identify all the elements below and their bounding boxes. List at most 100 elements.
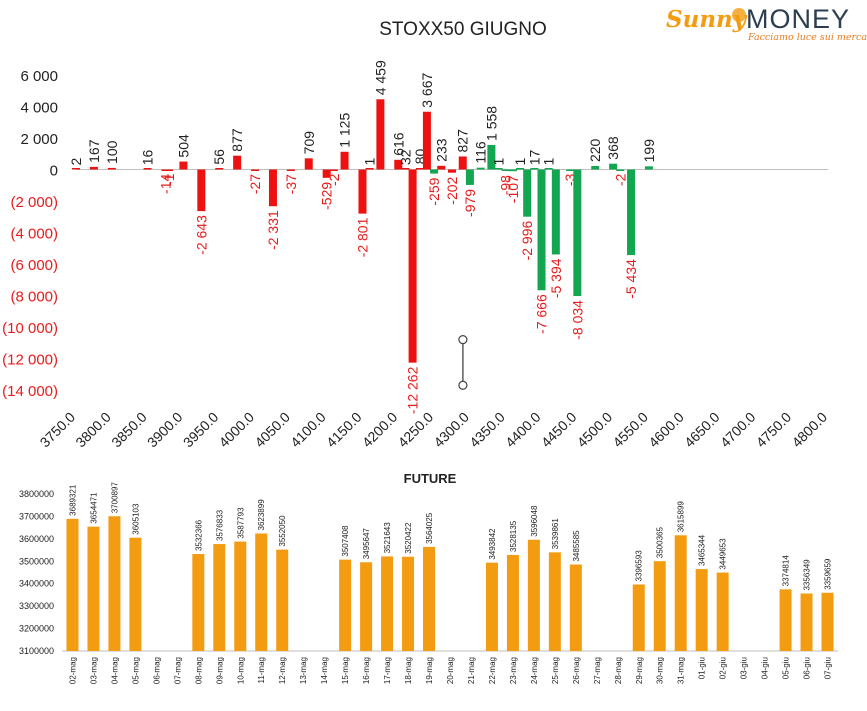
future-bar — [108, 516, 121, 651]
x-tick-label: 4600.0 — [645, 409, 687, 451]
y-tick-label: (6 000) — [10, 257, 58, 274]
future-x-tick-label: 07-giu — [824, 657, 833, 679]
bar — [448, 169, 456, 173]
future-data-label: 3495647 — [362, 528, 371, 560]
future-x-tick-label: 06-giu — [803, 657, 812, 679]
future-x-tick-label: 07-mag — [173, 657, 182, 684]
bar — [523, 169, 532, 217]
data-label: -5 434 — [623, 259, 639, 299]
future-y-tick-label: 3800000 — [19, 489, 54, 499]
x-tick-label: 3950.0 — [180, 409, 222, 451]
x-tick-label: 4000.0 — [216, 409, 258, 451]
data-label: 827 — [455, 129, 471, 153]
future-bar — [402, 556, 415, 651]
range-marker-top — [458, 335, 468, 345]
data-label: -27 — [247, 174, 263, 194]
data-label: 56 — [211, 149, 227, 165]
future-data-label: 3596048 — [530, 505, 539, 537]
future-x-tick-label: 16-mag — [362, 657, 371, 684]
bar — [340, 151, 349, 170]
bar — [358, 169, 367, 214]
data-label: 220 — [587, 138, 603, 162]
data-label: -7 666 — [534, 294, 550, 334]
bar — [530, 168, 539, 170]
future-x-tick-label: 27-mag — [593, 657, 602, 684]
future-x-tick-label: 23-mag — [509, 657, 518, 684]
future-bar — [276, 549, 289, 651]
future-x-tick-label: 03-mag — [89, 657, 98, 684]
data-label: -979 — [462, 189, 478, 217]
bar — [487, 144, 496, 170]
bar — [107, 167, 116, 170]
future-data-label: 3396593 — [635, 550, 644, 582]
data-label: -2 801 — [354, 217, 370, 257]
future-x-tick-label: 21-mag — [467, 657, 476, 684]
future-x-tick-label: 12-mag — [278, 657, 287, 684]
future-data-label: 3689321 — [68, 484, 77, 516]
data-label: 167 — [86, 139, 102, 163]
x-tick-label: 4750.0 — [753, 409, 795, 451]
future-bar — [129, 537, 142, 651]
future-x-tick-label: 02-mag — [68, 657, 77, 684]
data-label: -529 — [319, 182, 335, 210]
data-label: 3 667 — [419, 72, 435, 107]
bar — [304, 158, 313, 170]
bar — [551, 169, 560, 255]
future-x-tick-label: 20-mag — [446, 657, 455, 684]
future-bar — [339, 559, 352, 651]
chart-title: STOXX50 GIUGNO — [379, 19, 547, 40]
data-label: 116 — [473, 141, 489, 164]
bar — [365, 168, 374, 170]
future-data-label: 3564025 — [425, 512, 434, 544]
bar — [516, 168, 525, 170]
future-bar — [527, 539, 540, 651]
future-data-label: 3374814 — [782, 555, 791, 587]
future-y-tick-label: 3200000 — [19, 624, 54, 634]
data-label: 1 — [512, 157, 528, 165]
x-tick-label: 4450.0 — [538, 409, 580, 451]
future-data-label: 3485585 — [572, 530, 581, 562]
bar — [566, 169, 575, 171]
range-marker-bottom — [458, 380, 468, 390]
bar — [609, 163, 618, 170]
future-data-label: 3521643 — [383, 522, 392, 554]
future-data-label: 3465344 — [698, 534, 707, 566]
data-label: -37 — [283, 174, 299, 194]
future-x-tick-label: 11-mag — [257, 657, 266, 684]
future-x-tick-label: 14-mag — [320, 657, 329, 684]
future-bar — [423, 546, 436, 651]
data-label: 32 — [397, 149, 413, 165]
y-tick-label: (12 000) — [2, 352, 58, 369]
future-x-tick-label: 06-mag — [152, 657, 161, 684]
future-data-label: 3532366 — [194, 519, 203, 551]
bar — [408, 169, 417, 363]
future-data-label: 3528135 — [509, 520, 518, 552]
data-label: -2 996 — [519, 220, 535, 260]
future-bar — [653, 561, 666, 651]
bar — [197, 169, 206, 212]
future-bar — [569, 564, 582, 651]
x-tick-label: 3900.0 — [144, 409, 186, 451]
future-bar — [779, 589, 792, 651]
data-label: -5 394 — [548, 258, 564, 298]
data-label: -14 — [158, 174, 174, 194]
bar — [430, 169, 439, 174]
x-tick-label: 4800.0 — [789, 409, 831, 451]
future-bar — [213, 544, 226, 651]
future-x-tick-label: 28-mag — [614, 657, 623, 684]
future-bar — [632, 584, 645, 651]
future-x-tick-label: 19-mag — [425, 657, 434, 684]
future-bar — [192, 554, 205, 651]
bar — [376, 99, 385, 170]
data-label: 100 — [104, 140, 120, 164]
bar — [591, 166, 600, 170]
future-x-tick-label: 30-mag — [656, 657, 665, 684]
future-data-label: 3356349 — [803, 559, 812, 591]
data-label: -259 — [426, 177, 442, 205]
data-label: 4 459 — [372, 60, 388, 95]
y-tick-label: 4 000 — [20, 100, 58, 117]
future-x-tick-label: 31-mag — [677, 657, 686, 684]
future-bar — [506, 554, 519, 651]
future-x-tick-label: 25-mag — [551, 657, 560, 684]
